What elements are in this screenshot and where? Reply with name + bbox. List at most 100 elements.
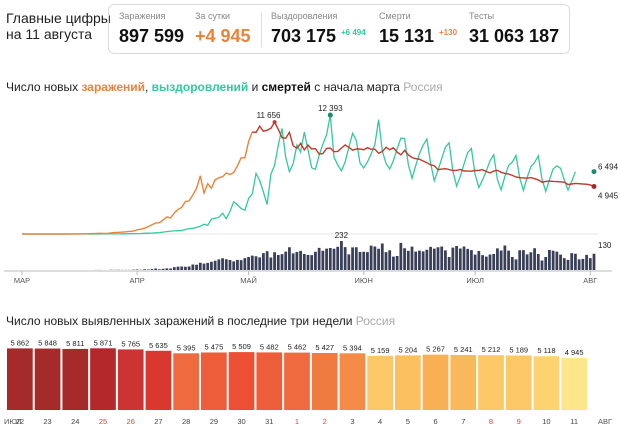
cases-last-dot (591, 184, 597, 190)
day-value-label: 5 462 (288, 343, 307, 352)
deaths-bar (254, 256, 258, 270)
deaths-bar (533, 248, 536, 270)
deaths-bar (195, 264, 198, 270)
deaths-bar (276, 255, 280, 270)
stat-deaths-label: Смерти (379, 11, 411, 21)
stat-deaths-delta: +130 (439, 28, 458, 37)
deaths-bar (169, 268, 172, 270)
day-value-label: 5 427 (315, 343, 334, 352)
deaths-bar (280, 254, 284, 271)
chart1-title-deaths: смертей (261, 80, 311, 94)
cases-peak-label: 11 656 (257, 111, 281, 120)
day-label: 3 (350, 417, 354, 426)
deaths-bar (421, 251, 425, 271)
chart1-lines (22, 114, 595, 235)
day-bar (117, 349, 144, 410)
deaths-bar (154, 268, 158, 270)
chart2-bars (7, 348, 587, 410)
deaths-bar (559, 254, 562, 271)
day-bar (7, 348, 33, 410)
deaths-bar (310, 255, 314, 271)
deaths-bar (388, 250, 392, 270)
deaths-bar (585, 254, 588, 271)
deaths-bar (581, 258, 585, 271)
deaths-bar (540, 260, 544, 270)
deaths-bar (529, 252, 533, 270)
chart1-deaths-bars (94, 241, 596, 271)
deaths-bar (462, 246, 466, 270)
deaths-bar (351, 247, 354, 271)
day-label: 27 (154, 417, 162, 426)
stats-panel: Заражения 897 599 За сутки +4 945 Выздор… (108, 4, 570, 54)
deaths-bar (518, 250, 522, 270)
deaths-bar (588, 258, 592, 271)
day-value-label: 5 862 (10, 338, 29, 347)
page-title: Главные цифры на 11 августа (6, 10, 111, 42)
deaths-bar (343, 247, 347, 271)
deaths-bar (158, 269, 161, 270)
stat-deaths: Смерти 15 131 +130 (379, 11, 457, 47)
deaths-bar (217, 259, 221, 271)
day-bar (256, 352, 283, 410)
deaths-bar (414, 251, 418, 271)
deaths-bar (481, 255, 484, 271)
day-value-label: 5 482 (260, 342, 279, 351)
day-bar (34, 348, 61, 410)
deaths-bar (458, 248, 462, 270)
stat-tests-value: 31 063 187 (469, 26, 560, 46)
deaths-bar (399, 242, 403, 271)
deaths-bar (548, 250, 551, 270)
deaths-bar (444, 250, 447, 271)
day-label: 2 (323, 417, 327, 426)
page-title-line1: Главные цифры (6, 10, 111, 26)
day-bar (533, 356, 560, 410)
day-value-label: 5 509 (232, 342, 251, 351)
day-label: 9 (517, 417, 521, 426)
deaths-last-label: 130 (598, 241, 612, 250)
deaths-bar (496, 248, 499, 271)
day-label: 24 (71, 417, 79, 426)
deaths-bar (366, 252, 369, 271)
deaths-bar (410, 246, 414, 271)
deaths-bar (392, 256, 395, 271)
deaths-bar (269, 257, 273, 270)
deaths-bar (291, 253, 295, 271)
stat-recovered-value: 703 175 (271, 26, 337, 46)
stat-recovered-delta: +6 494 (341, 28, 366, 37)
day-value-label: 5 871 (94, 338, 113, 347)
day-value-label: 5 811 (66, 339, 84, 348)
deaths-bar (206, 262, 210, 271)
day-bar (450, 354, 477, 410)
deaths-bar (210, 261, 213, 270)
stat-tests-label: Тесты (469, 11, 495, 21)
deaths-bar (224, 259, 228, 270)
deaths-bar (135, 269, 139, 270)
deaths-bar (262, 253, 265, 271)
deaths-bar (239, 260, 243, 271)
deaths-bar (191, 264, 195, 270)
deaths-bar (150, 269, 154, 271)
chart2-title-text: Число новых выявленных заражений в после… (6, 314, 353, 328)
day-bar (505, 355, 532, 410)
month-label-right: АВГ (598, 417, 612, 426)
recovered-peak-label: 12 393 (318, 104, 343, 113)
deaths-bar (447, 257, 451, 270)
deaths-bar (418, 250, 421, 271)
deaths-bar (165, 268, 169, 271)
deaths-bar (347, 254, 351, 271)
day-label: 7 (461, 417, 465, 426)
deaths-bar (302, 254, 306, 270)
deaths-bar (321, 250, 325, 270)
day-label: 26 (127, 417, 135, 426)
deaths-bar (187, 266, 191, 270)
chart2-svg: 5 862 5 848 5 811 5 871 5 765 5 635 5 395 5 475… (4, 338, 612, 426)
deaths-bar (354, 247, 358, 270)
day-value-label: 5 189 (509, 345, 528, 354)
deaths-bar (395, 256, 399, 270)
chart1-annotations: 11 656 12 393 6 494 4 945 232 130 (257, 104, 619, 250)
deaths-bar (314, 251, 317, 270)
day-bar (90, 348, 116, 410)
deaths-bar (455, 246, 458, 270)
chart2-region: Россия (355, 314, 396, 328)
